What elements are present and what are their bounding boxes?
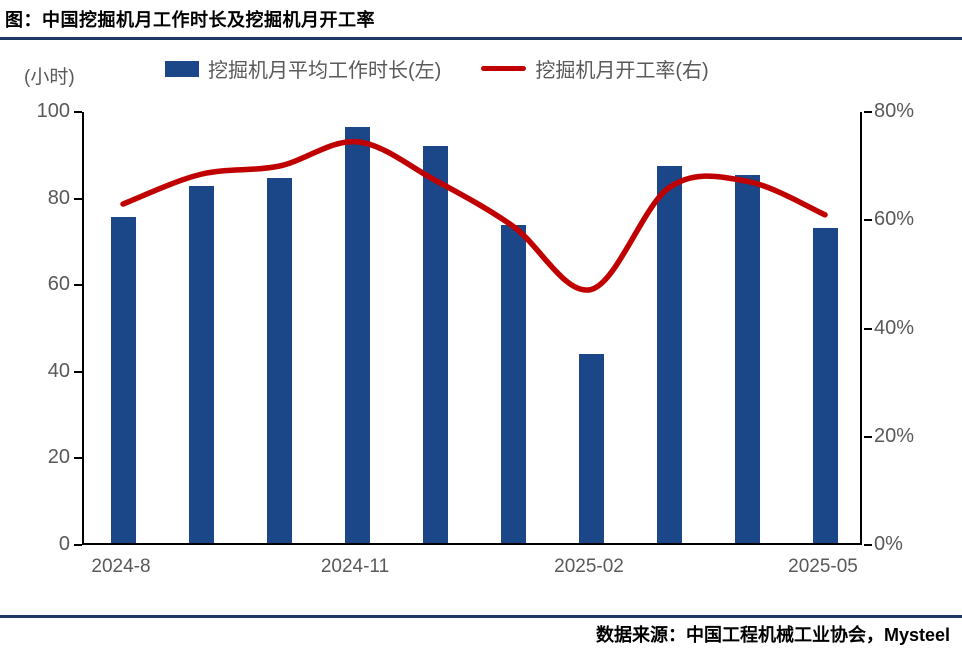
left-axis-tick-100 xyxy=(74,111,82,113)
line-series-swatch-icon xyxy=(481,66,527,71)
right-axis-tick-80 xyxy=(864,111,872,113)
chart-title: 图：中国挖掘机月工作时长及挖掘机月开工率 xyxy=(5,10,375,30)
bar-2025-05 xyxy=(812,227,838,543)
bar-2024-9 xyxy=(188,186,214,543)
right-axis-tick-40 xyxy=(864,327,872,330)
left-axis-tick-20 xyxy=(74,457,82,460)
bar-series-swatch-icon xyxy=(165,60,199,77)
bar-series-label: 挖掘机月平均工作时长(左) xyxy=(208,60,442,82)
bar-2025-03 xyxy=(656,166,682,543)
right-axis-label-80: 80% xyxy=(874,100,915,122)
bar-2025-02 xyxy=(578,353,604,543)
line-series-label: 挖掘机月开工率(右) xyxy=(535,60,709,82)
left-axis-unit-label: (小时) xyxy=(24,67,75,88)
right-axis-tick-0 xyxy=(864,544,872,546)
utilization-rate-line xyxy=(120,138,828,293)
utilization-rate-line-chart xyxy=(120,138,828,293)
left-axis-tick-40 xyxy=(74,370,82,373)
right-axis-label-60: 60% xyxy=(874,208,915,231)
right-axis-label-0: 0% xyxy=(874,533,903,555)
bar-2025-04 xyxy=(734,174,760,543)
left-axis-label-100: 100 xyxy=(36,100,70,122)
left-axis-label-80: 80 xyxy=(47,186,70,209)
right-axis-label-20: 20% xyxy=(874,424,915,447)
bar-2024-12 xyxy=(422,146,448,543)
x-axis-label-2025-02: 2025-02 xyxy=(554,556,624,577)
left-axis-label-40: 40 xyxy=(47,359,70,382)
left-axis-label-20: 20 xyxy=(47,446,70,469)
bar-2024-11 xyxy=(344,127,370,543)
right-axis-tick-20 xyxy=(864,435,872,438)
source-separator xyxy=(0,615,962,618)
left-axis-label-0: 0 xyxy=(58,533,70,555)
title-separator xyxy=(0,37,962,40)
left-axis-label-60: 60 xyxy=(47,273,70,296)
right-axis-label-40: 40% xyxy=(874,316,915,339)
bar-2025-01 xyxy=(500,224,526,543)
legend-item-line-series: 挖掘机月开工率(右) xyxy=(481,54,709,83)
legend-item-bar-series: 挖掘机月平均工作时长(左) xyxy=(165,54,441,83)
right-axis-tick-60 xyxy=(864,219,872,222)
source-text: 数据来源：中国工程机械工业协会，Mysteel xyxy=(595,625,950,645)
left-axis-tick-80 xyxy=(74,197,82,200)
left-axis-tick-60 xyxy=(74,284,82,287)
bar-2024-10 xyxy=(266,177,292,543)
x-axis-label-2024-8: 2024-8 xyxy=(91,556,151,577)
left-axis-tick-0 xyxy=(74,544,82,546)
plot-area xyxy=(74,111,872,546)
bar-2024-8 xyxy=(110,216,136,543)
x-axis-label-2024-11: 2024-11 xyxy=(320,556,390,577)
legend: 挖掘机月平均工作时长(左) 挖掘机月开工率(右) xyxy=(165,54,709,83)
x-axis-label-2025-05: 2025-05 xyxy=(788,556,858,577)
